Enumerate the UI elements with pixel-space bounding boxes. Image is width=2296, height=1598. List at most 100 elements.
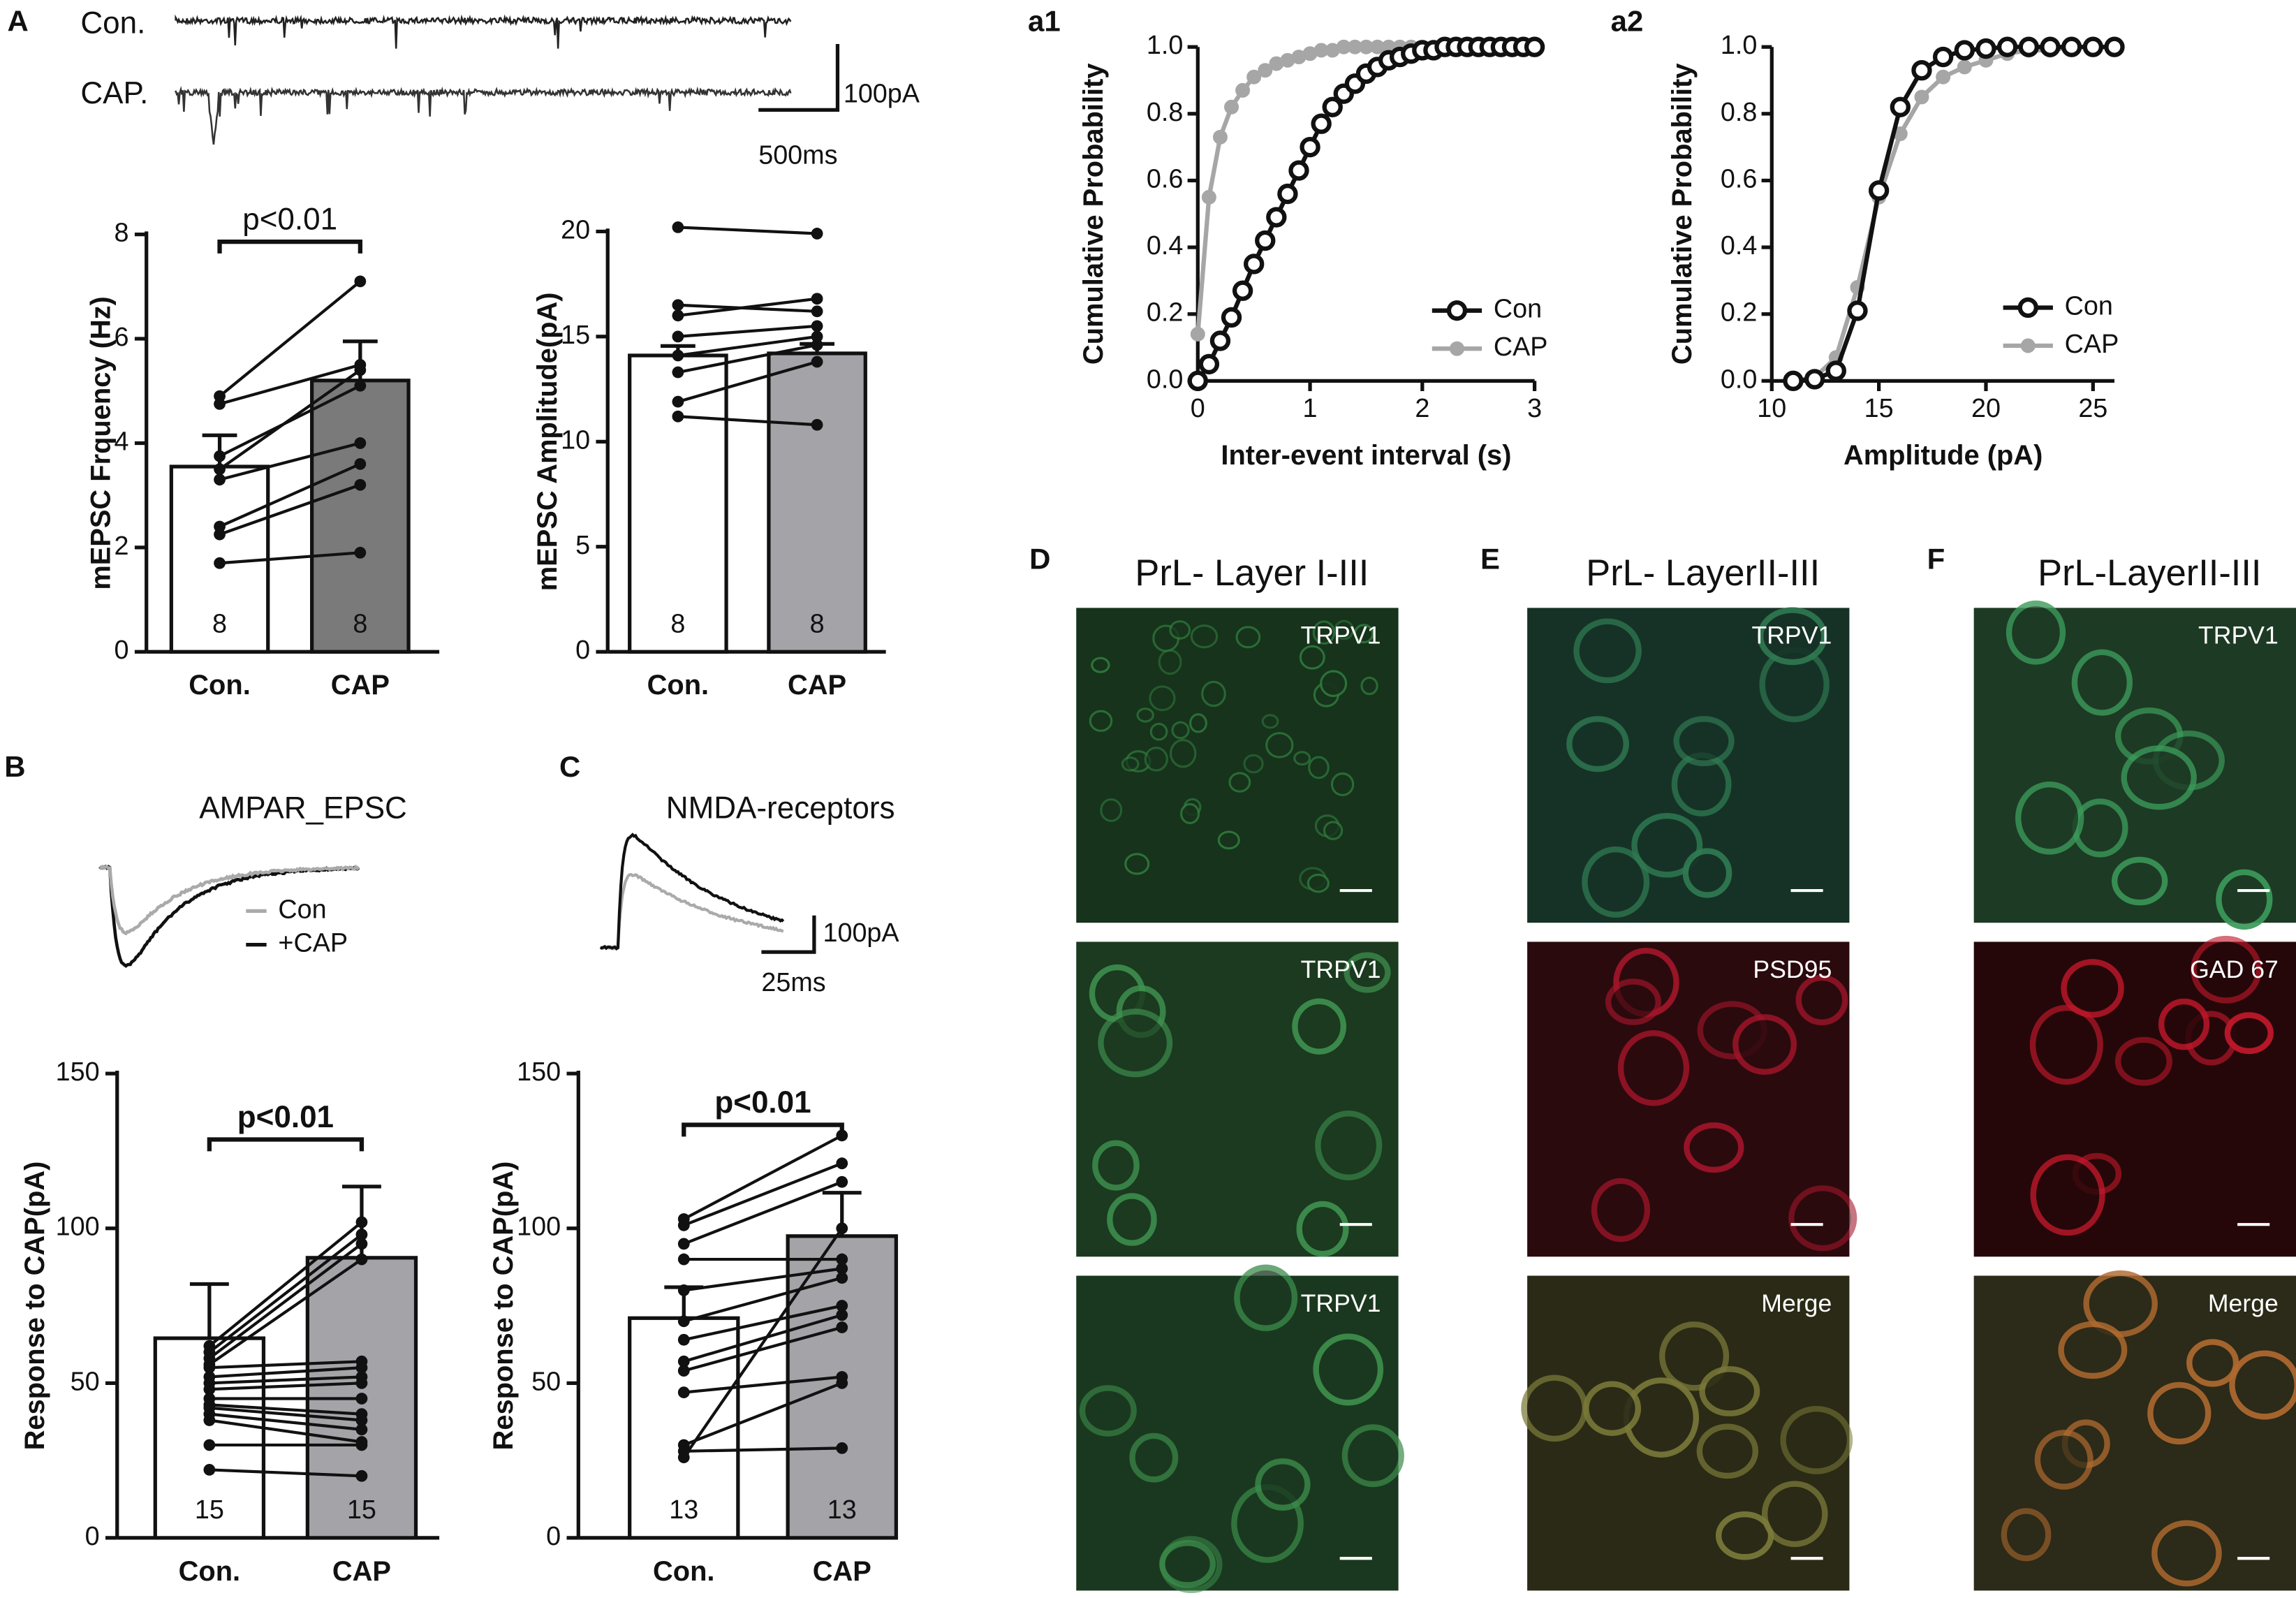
y-axis-label: Response to CAP(pA) (488, 1161, 519, 1451)
n-label: 13 (669, 1495, 698, 1524)
cell (1293, 751, 1311, 766)
pair-point (836, 1253, 848, 1266)
n-label: 8 (810, 608, 825, 638)
y-tick-label: 150 (517, 1057, 561, 1086)
data-point (1783, 370, 1804, 392)
data-point (1911, 60, 1932, 81)
micrograph: PSD95 (1527, 941, 1857, 1257)
channel-label: TRPV1 (1751, 622, 1832, 650)
data-point (1914, 89, 1929, 105)
pair-point (355, 1216, 368, 1229)
pair-point (203, 1361, 216, 1374)
cell (1344, 952, 1391, 993)
pair-point (836, 1321, 848, 1333)
data-point (1804, 369, 1825, 390)
pair-line (219, 363, 361, 406)
n-label: 15 (195, 1495, 224, 1524)
data-point (1524, 36, 1545, 57)
pair-point (672, 299, 684, 311)
pair-point (836, 1175, 848, 1188)
pair-line (683, 1134, 843, 1221)
pair-point (672, 330, 684, 343)
pair-line (209, 1406, 362, 1422)
cell (1124, 853, 1150, 875)
cell (2058, 1321, 2128, 1379)
data-point (1190, 326, 1205, 342)
pair-point (355, 1238, 368, 1250)
n-label: 13 (827, 1495, 857, 1524)
series-line (1793, 45, 2114, 383)
pair-point (836, 1262, 848, 1275)
pair-point (677, 1238, 690, 1250)
data-point (2018, 36, 2039, 57)
data-point (1243, 254, 1265, 274)
pair-line (684, 1375, 842, 1394)
channel-label: TRPV1 (1301, 955, 1381, 983)
cell (1136, 708, 1154, 723)
cell (1189, 713, 1207, 733)
cell (1092, 1140, 1140, 1191)
cell (1757, 607, 1827, 666)
cell (1682, 848, 1732, 898)
cell (2186, 1339, 2239, 1387)
pair-point (354, 364, 367, 376)
cell (2034, 1430, 2093, 1490)
pair-point (203, 1439, 216, 1451)
pair-point (214, 450, 226, 462)
channel-label: Merge (2208, 1289, 2279, 1317)
cell (2071, 649, 2133, 716)
trace (175, 86, 792, 145)
pair-line (683, 1161, 843, 1227)
y-tick-label: 1.0 (1147, 30, 1183, 59)
legend-label: +CAP (278, 928, 348, 958)
chart-title: NMDA-receptors (666, 791, 895, 825)
data-point (1311, 113, 1332, 134)
data-point (1232, 280, 1253, 301)
image-title: PrL-LayerII-III (2038, 553, 2261, 594)
chart-title: AMPAR_EPSC (199, 791, 407, 825)
pair-point (836, 1300, 848, 1312)
data-point (1224, 99, 1239, 115)
y-tick-label: 0 (85, 1521, 100, 1551)
data-point (1255, 230, 1276, 251)
pair-point (354, 437, 367, 449)
cell (1158, 649, 1182, 675)
cell (1605, 978, 1661, 1025)
cell (1334, 620, 1355, 640)
pair-line (219, 483, 361, 536)
cell (1591, 1178, 1651, 1243)
image-title: PrL- LayerII-III (1586, 553, 1820, 594)
cell (1360, 676, 1378, 696)
cell (2158, 998, 2210, 1050)
legend-marker (2020, 338, 2036, 353)
y-tick-label: 0.0 (1147, 364, 1183, 393)
y-tick-label: 4 (115, 426, 129, 455)
pair-line (677, 335, 818, 358)
cell (1121, 756, 1140, 772)
trace (599, 873, 784, 951)
cell (1265, 732, 1294, 758)
channel-label: Merge (1761, 1289, 1832, 1317)
pair-line (682, 1227, 844, 1458)
cell (1234, 1264, 1298, 1331)
micrograph: TRPV1 (1076, 941, 1399, 1257)
y-tick-label: 0.6 (1721, 163, 1757, 193)
cell (1573, 618, 1642, 684)
cell (2111, 856, 2168, 906)
y-tick-label: 0 (115, 635, 129, 664)
y-tick-label: 5 (575, 530, 590, 559)
data-point (1975, 38, 1996, 59)
scale-label: 25ms (761, 967, 825, 997)
data-point (1246, 69, 1262, 85)
pair-point (214, 398, 226, 410)
data-point (1932, 46, 1954, 68)
pair-line (209, 1419, 362, 1444)
n-label: 8 (670, 608, 685, 638)
pair-point (203, 1414, 216, 1426)
pair-line (219, 551, 361, 565)
pair-line (209, 1366, 362, 1379)
y-tick-label: 0 (575, 635, 590, 664)
legend-label: Con (2065, 291, 2113, 320)
n-label: 15 (347, 1495, 376, 1524)
